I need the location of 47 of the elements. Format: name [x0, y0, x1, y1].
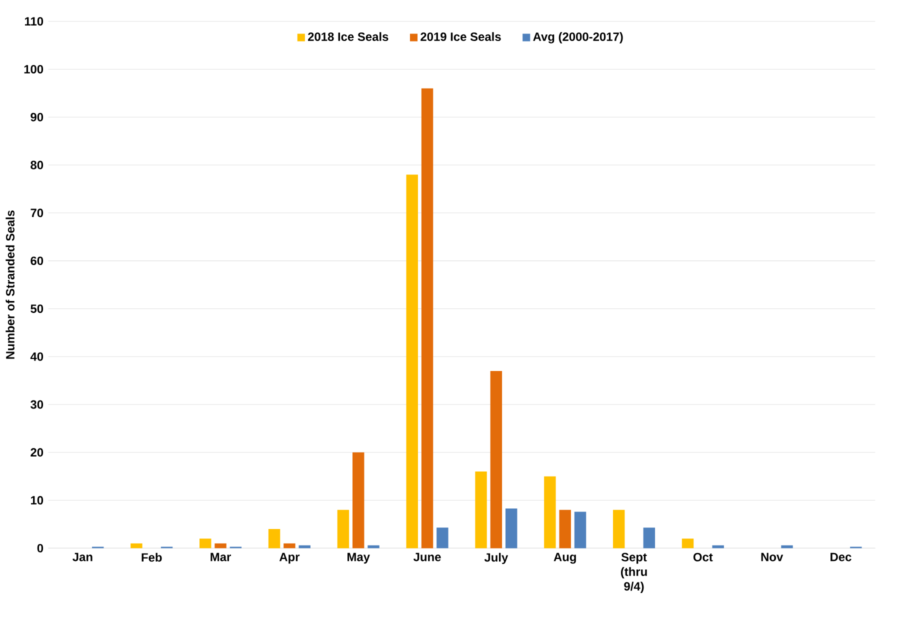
- bar: [268, 529, 280, 548]
- x-tick-label: Dec: [830, 552, 852, 562]
- y-tick-label: 10: [31, 496, 44, 505]
- legend-label: Avg (2000-2017): [533, 32, 623, 44]
- x-tick-label: July: [484, 552, 508, 564]
- x-tick-label: Oct: [693, 552, 713, 562]
- x-tick-label: Aug: [554, 552, 576, 564]
- x-tick-label: Sept (thru 9/4): [621, 552, 647, 593]
- bar: [200, 538, 212, 548]
- y-axis-title: Number of Stranded Seals: [6, 210, 14, 359]
- bar: [214, 543, 226, 548]
- bar: [436, 528, 448, 548]
- bar: [475, 472, 487, 548]
- y-tick-label: 100: [24, 65, 44, 74]
- x-tick-label: Apr: [279, 552, 300, 564]
- y-tick-label: 90: [30, 112, 44, 122]
- y-tick-label: 40: [30, 352, 44, 361]
- y-tick-label: 70: [30, 208, 44, 218]
- y-tick-label: 60: [30, 256, 44, 266]
- y-tick-label: 20: [30, 448, 44, 457]
- bar: [352, 452, 364, 548]
- bar: [421, 88, 434, 548]
- legend-label: 2018 Ice Seals: [308, 32, 388, 42]
- x-tick-label: May: [348, 552, 370, 564]
- bar: [406, 174, 418, 548]
- bar: [574, 512, 586, 548]
- x-tick-label: Mar: [210, 552, 231, 562]
- bar: [490, 371, 502, 548]
- y-tick-label: 0: [37, 544, 44, 552]
- bar: [130, 543, 142, 548]
- y-tick-label: 110: [25, 17, 44, 26]
- x-tick-label: June: [414, 552, 441, 562]
- bar: [643, 528, 656, 548]
- y-tick-label: 30: [30, 400, 44, 409]
- legend-label: 2019 Ice Seals: [420, 32, 501, 42]
- y-tick-label: 80: [30, 160, 44, 170]
- bar: [682, 538, 694, 548]
- bar: [505, 508, 518, 548]
- bar: [337, 510, 350, 548]
- bar: [559, 510, 571, 548]
- x-tick-label: Jan: [72, 552, 92, 562]
- y-tick-label: 50: [30, 304, 44, 313]
- x-tick-label: Nov: [761, 552, 784, 562]
- bar: [612, 510, 625, 548]
- bar: [284, 543, 296, 548]
- bar: [544, 476, 556, 548]
- x-tick-label: Feb: [142, 552, 162, 562]
